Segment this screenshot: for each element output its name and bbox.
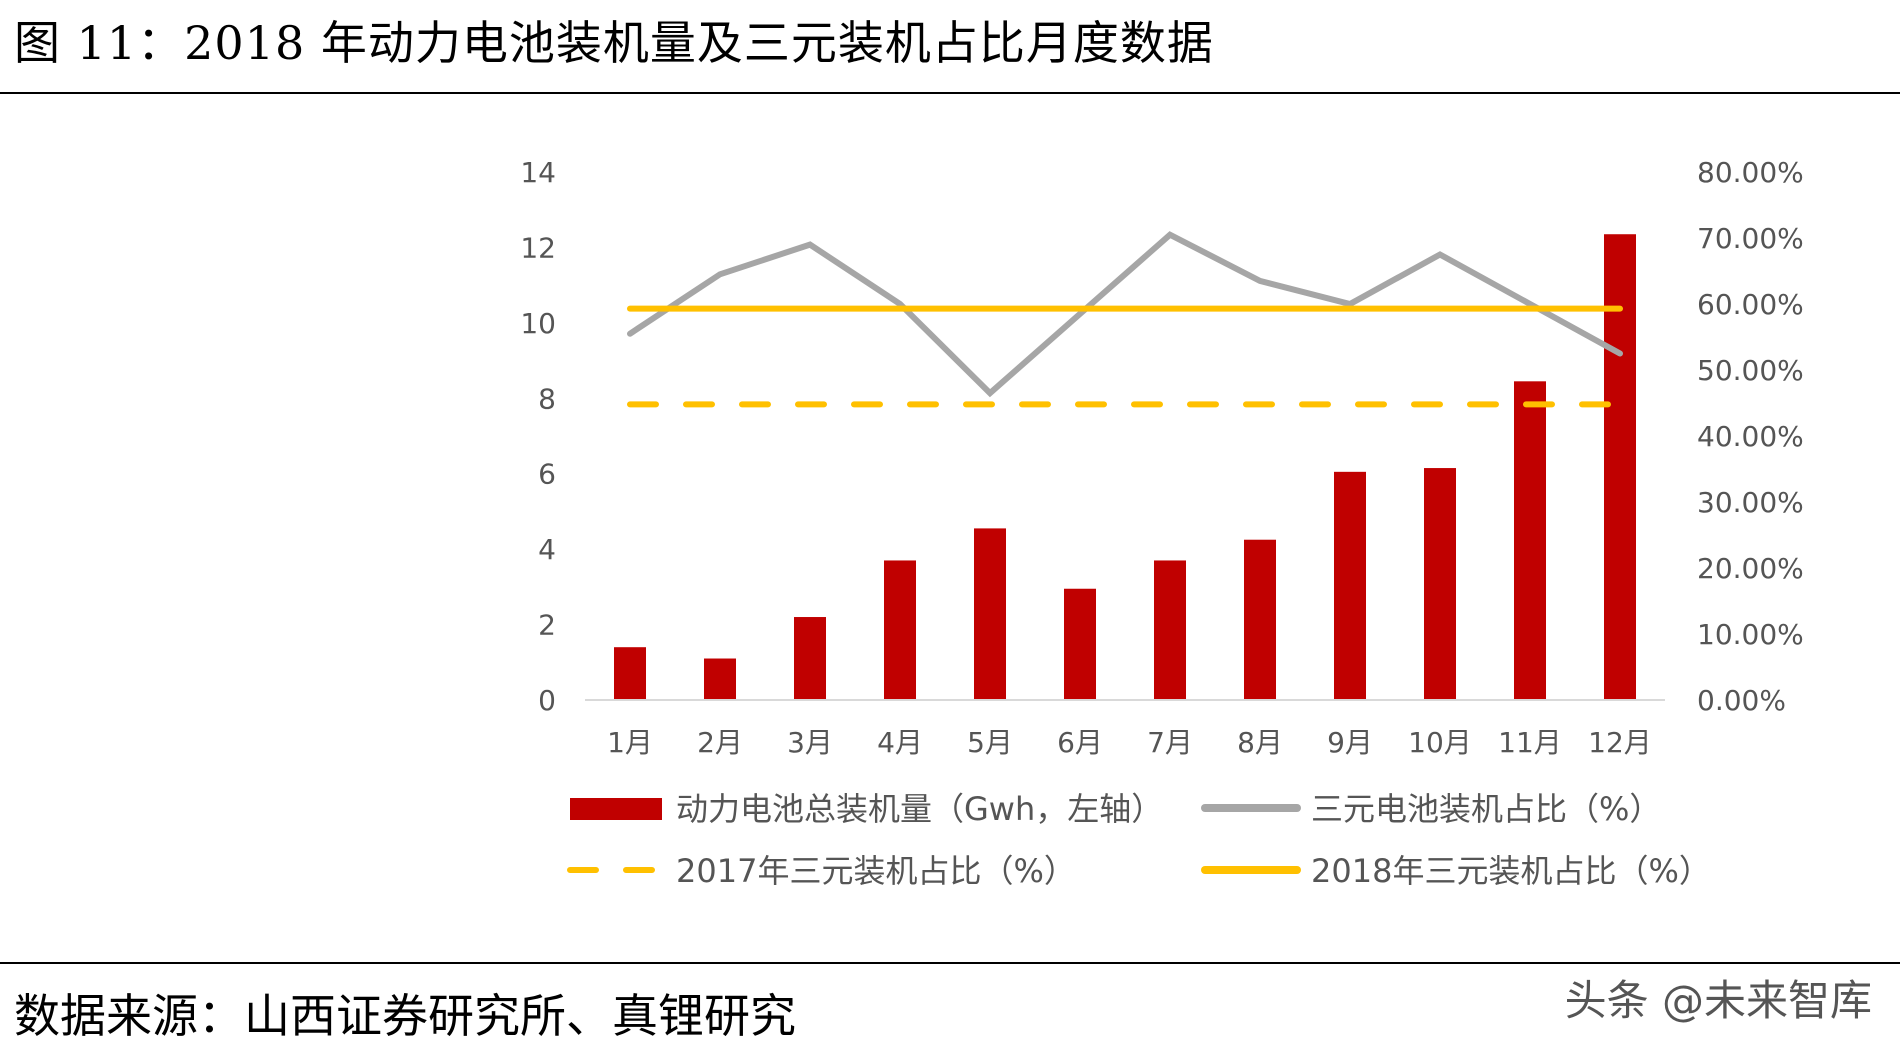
right-axis-tick-label: 10.00% bbox=[1697, 618, 1804, 651]
source-note: 数据来源：山西证券研究所、真锂研究 bbox=[14, 989, 796, 1043]
x-axis-tick-label: 2月 bbox=[697, 726, 743, 759]
bar-12月 bbox=[1604, 234, 1636, 700]
right-axis-tick-label: 30.00% bbox=[1697, 486, 1804, 519]
right-axis-tick-label: 70.00% bbox=[1697, 222, 1804, 255]
bar-4月 bbox=[884, 560, 916, 700]
bar-11月 bbox=[1514, 381, 1546, 700]
x-axis-tick-label: 5月 bbox=[967, 726, 1013, 759]
bar-10月 bbox=[1424, 468, 1456, 700]
bar-9月 bbox=[1334, 471, 1366, 700]
x-axis-tick-label: 7月 bbox=[1147, 726, 1193, 759]
figure-title: 图 11：2018 年动力电池装机量及三元装机占比月度数据 bbox=[14, 16, 1214, 70]
bar-3月 bbox=[794, 617, 826, 700]
bar-2月 bbox=[704, 658, 736, 700]
right-axis-tick-label: 80.00% bbox=[1697, 156, 1804, 189]
bar-7月 bbox=[1154, 560, 1186, 700]
x-axis-tick-label: 9月 bbox=[1327, 726, 1373, 759]
series-line-1 bbox=[627, 231, 1623, 398]
right-axis-tick-label: 60.00% bbox=[1697, 288, 1804, 321]
left-axis-tick-label: 6 bbox=[538, 458, 556, 491]
left-axis-tick-label: 8 bbox=[538, 382, 556, 415]
bar-8月 bbox=[1244, 539, 1276, 700]
x-axis-tick-label: 6月 bbox=[1057, 726, 1103, 759]
left-axis-tick-label: 10 bbox=[520, 307, 556, 340]
combo-chart: 0 2 4 6 8 10 12 14 0.00% 10.00% 20.00% 30.00% 40.00%… bbox=[520, 156, 1804, 890]
x-axis-tick-label: 10月 bbox=[1408, 726, 1472, 759]
left-axis-tick-label: 14 bbox=[520, 156, 556, 189]
x-axis-tick-label: 3月 bbox=[787, 726, 833, 759]
left-axis-tick-label: 4 bbox=[538, 533, 556, 566]
legend-label-4: 2018年三元装机占比（%） bbox=[1311, 852, 1711, 890]
right-axis-tick-label: 0.00% bbox=[1697, 684, 1786, 717]
x-axis-tick-label: 12月 bbox=[1588, 726, 1652, 759]
right-axis-tick-label: 40.00% bbox=[1697, 420, 1804, 453]
x-axis-tick-label: 11月 bbox=[1498, 726, 1562, 759]
bar-6月 bbox=[1064, 588, 1096, 700]
legend-label-2: 三元电池装机占比（%） bbox=[1311, 790, 1661, 828]
x-axis-tick-label: 8月 bbox=[1237, 726, 1283, 759]
legend-label-1: 动力电池总装机量（Gwh，左轴） bbox=[676, 790, 1163, 828]
right-axis-tick-label: 50.00% bbox=[1697, 354, 1804, 387]
left-axis-tick-label: 2 bbox=[538, 609, 556, 642]
watermark: 头条 @未来智库 bbox=[1564, 976, 1872, 1025]
bar-5月 bbox=[974, 528, 1006, 700]
bottom-rule bbox=[0, 962, 1900, 964]
x-axis-tick-label: 1月 bbox=[607, 726, 653, 759]
legend-swatch-bar bbox=[570, 798, 662, 820]
right-axis-tick-label: 20.00% bbox=[1697, 552, 1804, 585]
top-rule bbox=[0, 92, 1900, 94]
bar-1月 bbox=[614, 647, 646, 700]
legend-label-3: 2017年三元装机占比（%） bbox=[676, 852, 1076, 890]
left-axis-tick-label: 0 bbox=[538, 684, 556, 717]
left-axis-tick-label: 12 bbox=[520, 231, 556, 264]
x-axis-tick-label: 4月 bbox=[877, 726, 923, 759]
